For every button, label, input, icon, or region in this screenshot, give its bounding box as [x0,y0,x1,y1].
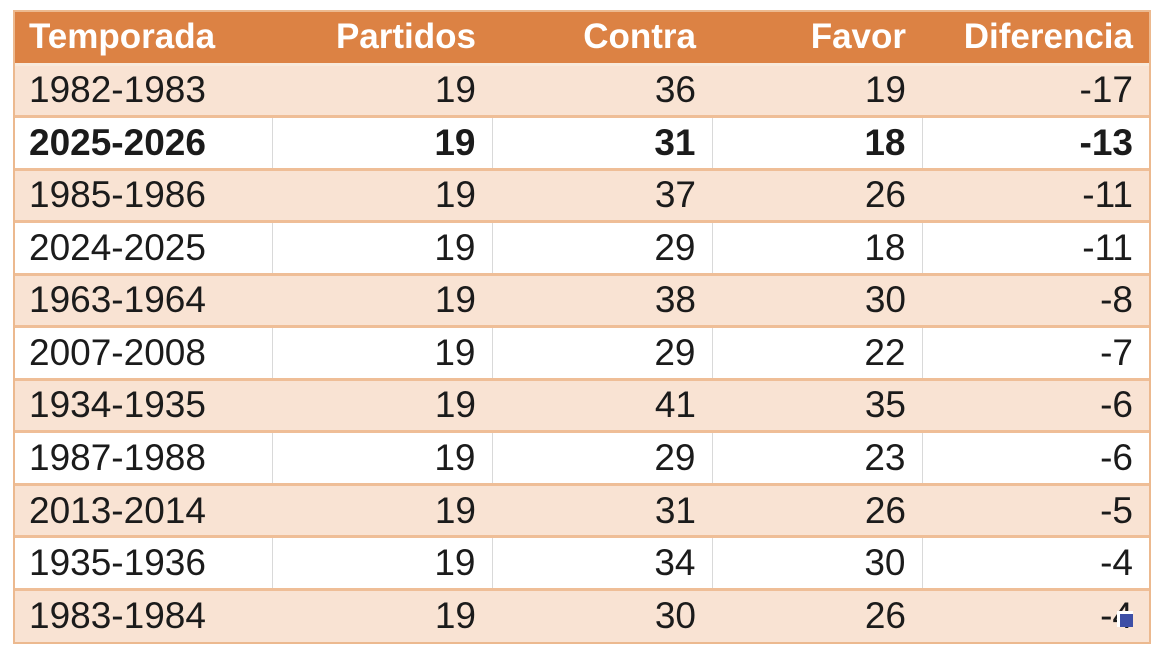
table-row: 1987-1988 19 29 23 -6 [15,431,1149,486]
cell-favor[interactable]: 26 [712,589,922,642]
cell-temporada[interactable]: 1985-1986 [15,169,272,224]
cell-diferencia[interactable]: -4 [922,589,1149,642]
table-row: 1982-1983 19 36 19 -17 [15,64,1149,119]
cell-temporada[interactable]: 1983-1984 [15,589,272,642]
cell-favor[interactable]: 26 [712,484,922,539]
cell-contra[interactable]: 36 [492,64,712,119]
cell-partidos[interactable]: 19 [272,484,492,539]
cell-favor[interactable]: 22 [712,326,923,381]
cell-favor[interactable]: 18 [712,221,923,276]
cell-temporada[interactable]: 1963-1964 [15,274,272,329]
cell-favor[interactable]: 26 [712,169,922,224]
spreadsheet-table-region: Temporada Partidos Contra Favor Diferencia 1… [13,10,1151,644]
table-row: 2024-2025 19 29 18 -11 [15,221,1149,276]
cell-favor[interactable]: 30 [712,274,922,329]
cell-partidos[interactable]: 19 [272,379,492,434]
cell-diferencia[interactable]: -5 [922,484,1149,539]
header-cell-partidos[interactable]: Partidos [272,12,492,66]
cell-temporada[interactable]: 1935-1936 [15,536,273,591]
cell-temporada[interactable]: 2024-2025 [15,221,273,276]
cell-diferencia[interactable]: -17 [922,64,1149,119]
cell-partidos[interactable]: 19 [272,431,493,486]
cell-partidos[interactable]: 19 [272,64,492,119]
cell-diferencia[interactable]: -6 [922,431,1149,486]
header-cell-temporada[interactable]: Temporada [15,12,272,66]
cell-partidos[interactable]: 19 [272,169,492,224]
table-row: 1963-1964 19 38 30 -8 [15,274,1149,329]
table-row: 2025-2026 19 31 18 -13 [15,116,1149,171]
cell-contra[interactable]: 31 [492,484,712,539]
table-row: 1934-1935 19 41 35 -6 [15,379,1149,434]
cell-favor[interactable]: 30 [712,536,923,591]
table-row: 2013-2014 19 31 26 -5 [15,484,1149,539]
season-stats-table: Temporada Partidos Contra Favor Diferencia 1… [15,12,1149,642]
cell-temporada[interactable]: 2025-2026 [15,116,273,171]
table-body: 1982-1983 19 36 19 -17 2025-2026 19 31 18 -13 1985… [15,64,1149,642]
cell-contra[interactable]: 38 [492,274,712,329]
cell-diferencia[interactable]: -13 [922,116,1149,171]
cell-contra[interactable]: 29 [492,431,713,486]
cell-partidos[interactable]: 19 [272,589,492,642]
cell-temporada[interactable]: 1987-1988 [15,431,273,486]
header-row: Temporada Partidos Contra Favor Diferencia [15,12,1149,66]
cell-favor[interactable]: 19 [712,64,922,119]
cell-partidos[interactable]: 19 [272,326,493,381]
cell-contra[interactable]: 31 [492,116,713,171]
cell-contra[interactable]: 37 [492,169,712,224]
table-row: 2007-2008 19 29 22 -7 [15,326,1149,381]
cell-favor[interactable]: 35 [712,379,922,434]
cell-temporada[interactable]: 2007-2008 [15,326,273,381]
cell-partidos[interactable]: 19 [272,536,493,591]
cell-contra[interactable]: 41 [492,379,712,434]
selection-fill-handle[interactable] [1117,611,1133,627]
table-row: 1985-1986 19 37 26 -11 [15,169,1149,224]
cell-contra[interactable]: 30 [492,589,712,642]
cell-temporada[interactable]: 1934-1935 [15,379,272,434]
cell-diferencia[interactable]: -7 [922,326,1149,381]
header-cell-diferencia[interactable]: Diferencia [922,12,1149,66]
cell-favor[interactable]: 18 [712,116,923,171]
table-row: 1935-1936 19 34 30 -4 [15,536,1149,591]
cell-favor[interactable]: 23 [712,431,923,486]
cell-temporada[interactable]: 2013-2014 [15,484,272,539]
cell-contra[interactable]: 29 [492,221,713,276]
cell-partidos[interactable]: 19 [272,274,492,329]
cell-contra[interactable]: 29 [492,326,713,381]
cell-diferencia[interactable]: -11 [922,169,1149,224]
cell-diferencia[interactable]: -6 [922,379,1149,434]
cell-diferencia[interactable]: -11 [922,221,1149,276]
cell-partidos[interactable]: 19 [272,221,493,276]
cell-temporada[interactable]: 1982-1983 [15,64,272,119]
cell-partidos[interactable]: 19 [272,116,493,171]
header-cell-contra[interactable]: Contra [492,12,712,66]
header-cell-favor[interactable]: Favor [712,12,922,66]
cell-contra[interactable]: 34 [492,536,713,591]
cell-diferencia[interactable]: -4 [922,536,1149,591]
table-header: Temporada Partidos Contra Favor Diferencia [15,12,1149,66]
cell-diferencia[interactable]: -8 [922,274,1149,329]
